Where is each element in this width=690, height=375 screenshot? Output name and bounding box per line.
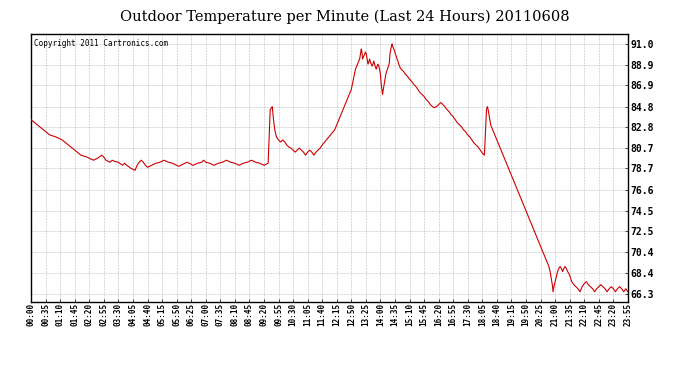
Text: Outdoor Temperature per Minute (Last 24 Hours) 20110608: Outdoor Temperature per Minute (Last 24 …	[120, 9, 570, 24]
Text: Copyright 2011 Cartronics.com: Copyright 2011 Cartronics.com	[34, 39, 168, 48]
